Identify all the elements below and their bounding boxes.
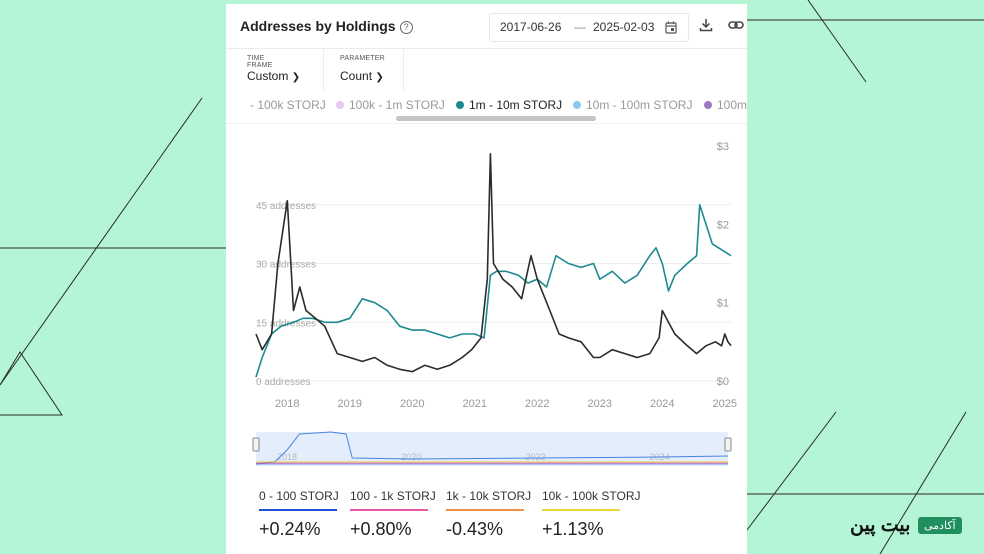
y-tick-label: 30 addresses [256, 260, 316, 271]
y-right-tick-label: $0 [717, 376, 729, 388]
calendar-icon[interactable] [665, 21, 677, 34]
summary-card[interactable]: 0 - 100 STORJ +0.24% [259, 489, 339, 540]
navigator-handle[interactable] [724, 437, 732, 452]
summary-label: 10k - 100k STORJ [542, 489, 641, 503]
summary-change: -0.43% [446, 519, 504, 539]
summary-label: 1k - 10k STORJ [446, 489, 532, 503]
summary-change: +0.80% [350, 519, 412, 539]
y-tick-label: 0 addresses [256, 377, 310, 388]
summary-underline [446, 509, 524, 511]
x-tick-label: 2019 [338, 398, 362, 410]
download-icon[interactable] [697, 18, 715, 36]
chart-title-text: Addresses by Holdings [240, 18, 396, 34]
x-tick-label: 2021 [463, 398, 487, 410]
brand-tag: آکادمی [918, 517, 962, 534]
navigator-tick-label: 2020 [401, 452, 421, 462]
x-tick-label: 2025 [713, 398, 737, 410]
date-separator: — [574, 20, 586, 34]
x-tick-label: 2024 [650, 398, 674, 410]
parameter-label: PARAMETER [340, 55, 385, 62]
header-divider [226, 48, 747, 49]
legend-label: 10m - 100m STORJ [586, 98, 693, 112]
navigator-range[interactable] [256, 432, 728, 466]
y-right-tick-label: $3 [717, 141, 729, 153]
date-end[interactable]: 2025-02-03 [593, 20, 655, 34]
summary-label: 100 - 1k STORJ [350, 489, 436, 503]
y-tick-label: 15 addresses [256, 318, 316, 329]
summary-card[interactable]: 10k - 100k STORJ +1.13% [542, 489, 640, 540]
legend-label: 100k - 1m STORJ [349, 98, 445, 112]
chart-title: Addresses by Holdings? [240, 18, 413, 34]
y-right-tick-label: $1 [717, 298, 729, 310]
legend-label: - 100k STORJ [250, 98, 326, 112]
summary-change: +0.24% [259, 519, 321, 539]
date-range-picker[interactable]: 2017-06-26 — 2025-02-03 [489, 13, 689, 42]
x-tick-label: 2018 [275, 398, 299, 410]
link-icon[interactable] [727, 18, 745, 36]
navigator-tick-label: 2022 [525, 452, 545, 462]
summary-underline [350, 509, 428, 511]
brand-name: بیت پین [850, 515, 911, 536]
legend-scrollbar[interactable] [396, 116, 596, 121]
x-tick-label: 2022 [525, 398, 549, 410]
legend-dot [456, 101, 464, 109]
summary-card[interactable]: 100 - 1k STORJ +0.80% [350, 489, 436, 540]
price-line [255, 153, 732, 373]
series-line [255, 204, 732, 378]
timeframe-label: TIME FRAME [247, 55, 273, 69]
summary-underline [259, 509, 337, 511]
legend-dot [336, 101, 344, 109]
navigator-tick-label: 2018 [277, 452, 297, 462]
legend-item[interactable]: 10m - 100m STORJ [573, 98, 692, 112]
selector-divider [403, 49, 404, 92]
summary-change: +1.13% [542, 519, 604, 539]
x-tick-label: 2020 [400, 398, 424, 410]
x-tick-label: 2023 [588, 398, 612, 410]
legend-item[interactable]: 1m - 10m STORJ [456, 98, 562, 112]
summary-underline [542, 509, 620, 511]
summary-label: 0 - 100 STORJ [259, 489, 339, 503]
navigator-handle[interactable] [252, 437, 260, 452]
date-start[interactable]: 2017-06-26 [500, 20, 562, 34]
legend-item[interactable]: 100k - 1m STORJ [336, 98, 445, 112]
legend-item[interactable]: 100m [704, 98, 747, 112]
question-circle-icon[interactable]: ? [399, 21, 413, 34]
parameter-value[interactable]: Count [340, 69, 373, 83]
y-right-tick-label: $2 [717, 219, 729, 231]
chevron-down-icon: ❯ [291, 72, 301, 83]
timeframe-value[interactable]: Custom [247, 69, 289, 83]
legend-dot [704, 101, 712, 109]
legend-item[interactable]: - 100k STORJ [250, 98, 326, 112]
addresses-by-holdings-card: Addresses by Holdings? 2017-06-26 — 2025… [226, 4, 747, 554]
series-legend: - 100k STORJ 100k - 1m STORJ 1m - 10m ST… [226, 96, 747, 122]
legend-dot [573, 101, 581, 109]
navigator-series-line [255, 431, 729, 465]
selector-divider [323, 49, 324, 92]
legend-label: 100m [717, 98, 747, 112]
legend-label: 1m - 10m STORJ [469, 98, 563, 112]
chevron-down-icon: ❯ [375, 72, 384, 83]
legend-divider [226, 123, 747, 124]
summary-card[interactable]: 1k - 10k STORJ -0.43% [446, 489, 531, 540]
